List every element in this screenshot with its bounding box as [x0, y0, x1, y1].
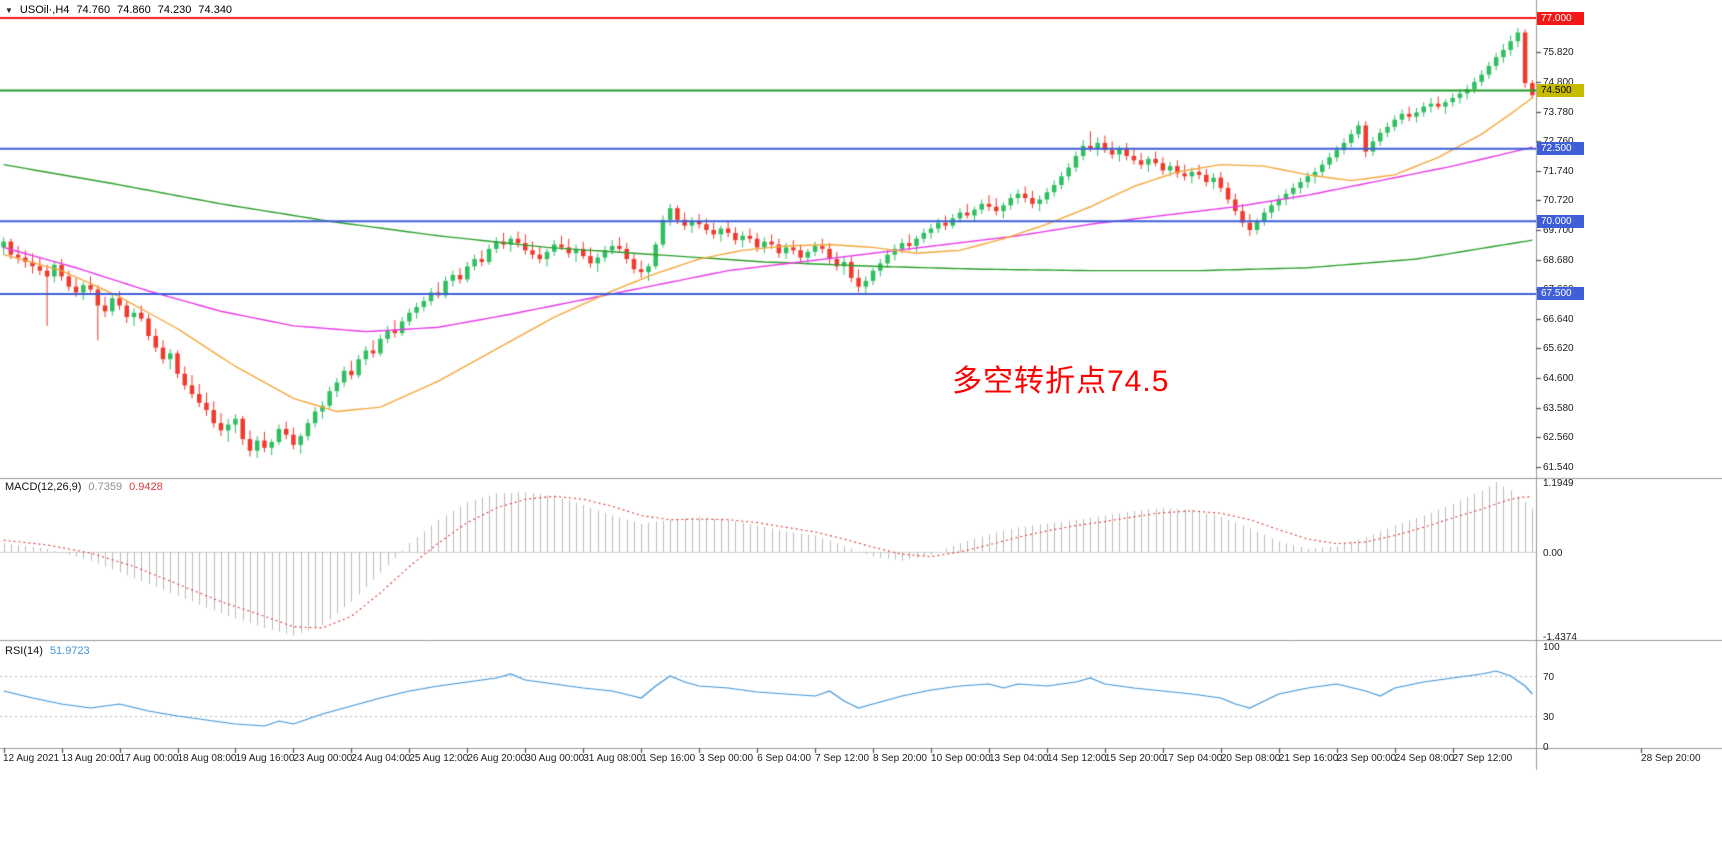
- rsi-axis-label: 70: [1543, 672, 1555, 683]
- time-axis-label: 19 Aug 16:00: [235, 753, 295, 764]
- time-axis-label: 15 Sep 20:00: [1104, 753, 1165, 764]
- price-grid-label: 62.560: [1543, 432, 1574, 444]
- time-axis-label: 24 Aug 04:00: [351, 753, 411, 764]
- chart-annotation-text[interactable]: 多空转折点74.5: [952, 365, 1170, 398]
- price-level-badge[interactable]: 77.000: [1537, 11, 1584, 25]
- time-axis-label: 25 Aug 12:00: [409, 753, 469, 764]
- rsi-name: RSI(14): [5, 645, 43, 657]
- price-grid-label: 72.760: [1543, 136, 1574, 147]
- macd-axis-label: 0.00: [1543, 547, 1563, 559]
- price-grid-label: 73.780: [1543, 106, 1574, 118]
- price-grid-label: 70.720: [1543, 195, 1574, 207]
- time-axis-label: 13 Aug 20:00: [61, 753, 121, 764]
- time-axis-label: 3 Sep 00:00: [699, 753, 754, 764]
- time-axis-label: 7 Sep 12:00: [815, 753, 870, 764]
- time-axis-label: 26 Aug 20:00: [467, 753, 527, 764]
- time-axis-label: 23 Sep 00:00: [1336, 753, 1397, 764]
- rsi-axis-label: 100: [1543, 642, 1560, 653]
- time-axis-label: 31 Aug 08:00: [583, 753, 643, 764]
- price-level-badge[interactable]: 74.500: [1537, 84, 1584, 98]
- time-axis-label: 14 Sep 12:00: [1046, 753, 1107, 764]
- price-level-badge[interactable]: 67.500: [1537, 287, 1584, 301]
- time-axis-label: 6 Sep 04:00: [757, 753, 812, 764]
- time-axis-label: 24 Sep 08:00: [1394, 753, 1455, 764]
- time-axis-label: 10 Sep 00:00: [931, 753, 991, 764]
- time-axis-label: 21 Sep 16:00: [1278, 753, 1339, 764]
- time-axis-label: 18 Aug 08:00: [177, 753, 237, 764]
- macd-axis-label: 1.1949: [1543, 478, 1574, 489]
- time-axis-label: 17 Sep 04:00: [1162, 753, 1223, 764]
- ohlc-close: 74.340: [198, 4, 233, 16]
- macd-name: MACD(12,26,9): [5, 481, 82, 493]
- time-axis-label: 17 Aug 00:00: [119, 753, 179, 764]
- macd-main-value: 0.7359: [88, 481, 123, 493]
- time-axis-label: 28 Sep 20:00: [1641, 753, 1701, 764]
- price-grid-label: 64.600: [1543, 373, 1574, 385]
- chart-header: ▼ USOil·,H4 74.760 74.860 74.230 74.340: [5, 4, 232, 16]
- time-axis-label: 12 Aug 2021: [3, 753, 60, 764]
- ohlc-low: 74.230: [157, 4, 192, 16]
- time-axis-label: 27 Sep 12:00: [1452, 753, 1513, 764]
- rsi-axis-label: 30: [1543, 712, 1555, 723]
- collapse-icon[interactable]: ▼: [5, 5, 13, 15]
- time-axis-label: 13 Sep 04:00: [988, 753, 1049, 764]
- time-axis-label: 8 Sep 20:00: [873, 753, 927, 764]
- price-grid-label: 65.620: [1543, 343, 1574, 355]
- price-grid-label: 61.540: [1543, 461, 1574, 473]
- rsi-indicator-label: RSI(14) 51.9723: [5, 645, 90, 657]
- time-axis-label: 23 Aug 00:00: [293, 753, 353, 764]
- price-grid-label: 71.740: [1543, 165, 1574, 177]
- price-grid-label: 68.680: [1543, 254, 1574, 266]
- price-grid-label: 74.800: [1543, 76, 1574, 88]
- time-axis-label: 1 Sep 16:00: [641, 753, 696, 764]
- price-grid-label: 75.820: [1543, 47, 1574, 59]
- price-grid-label: 63.580: [1543, 402, 1574, 414]
- rsi-axis-label: 0: [1543, 742, 1549, 753]
- ohlc-high: 74.860: [117, 4, 151, 16]
- price-grid-label: 66.640: [1543, 313, 1574, 325]
- price-level-badge[interactable]: 70.000: [1537, 214, 1584, 228]
- time-axis-label: 20 Sep 08:00: [1220, 753, 1281, 764]
- price-level-badge[interactable]: 72.500: [1537, 142, 1584, 156]
- symbol-period-label: USOil·,H4: [19, 4, 70, 16]
- rsi-value: 51.9723: [49, 645, 90, 657]
- ohlc-open: 74.760: [76, 4, 111, 16]
- time-axis-label: 30 Aug 00:00: [525, 753, 585, 764]
- macd-indicator-label: MACD(12,26,9) 0.7359 0.9428: [5, 481, 163, 493]
- price-grid-label: 69.700: [1543, 224, 1574, 236]
- macd-axis-label: -1.4374: [1543, 632, 1577, 643]
- macd-signal-value: 0.9428: [129, 481, 163, 493]
